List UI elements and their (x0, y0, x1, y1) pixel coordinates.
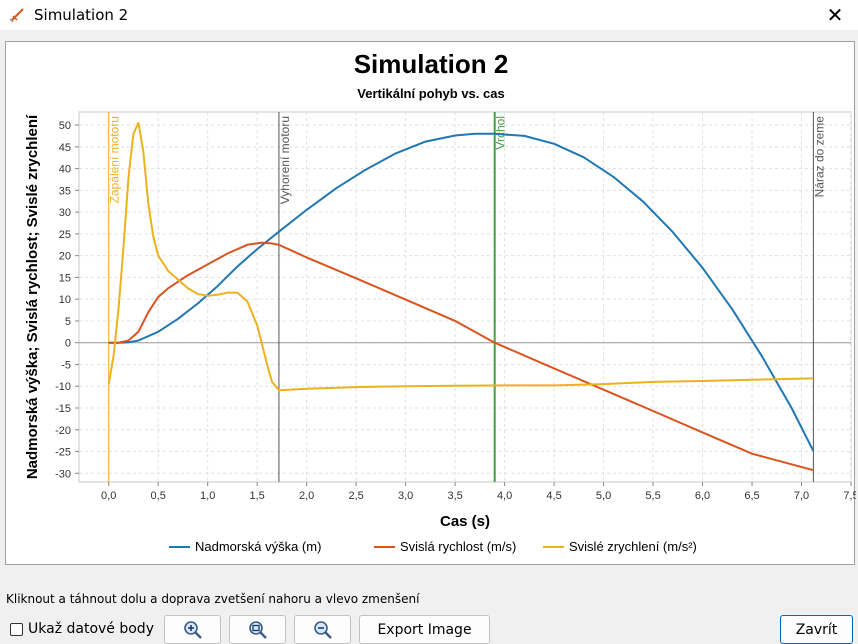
zoom-in-button[interactable] (164, 615, 221, 644)
x-tick-label: 6,0 (695, 490, 710, 502)
chart[interactable]: Simulation 2 Vertikální pohyb vs. cas 0,0 0… (6, 42, 856, 566)
x-tick-label: 2,0 (299, 490, 314, 502)
export-image-button[interactable]: Export Image (359, 615, 490, 644)
x-tick-label: 0,5 (151, 490, 166, 502)
y-tick-label: 0 (65, 338, 71, 350)
x-tick-label: 5,0 (596, 490, 611, 502)
plot-area (78, 111, 852, 483)
y-tick-label: -15 (55, 403, 71, 415)
show-points-toggle[interactable]: Ukaž datové body (10, 621, 154, 637)
y-tick-label: 40 (59, 164, 71, 176)
y-tick-label: -25 (55, 447, 71, 459)
y-axis-label: Nadmorská výška; Svislá rychlost; Svislé… (24, 114, 41, 479)
x-tick-label: 6,5 (744, 490, 759, 502)
x-tick-label: 3,5 (447, 490, 462, 502)
x-tick-label: 1,5 (250, 490, 265, 502)
annotation-label: Vyhorení motoru (278, 116, 292, 204)
annotation-label: Vrchol (494, 116, 508, 150)
y-tick-label: 25 (59, 229, 71, 241)
close-window-button[interactable]: ✕ (812, 0, 858, 30)
zoom-fit-icon (248, 620, 267, 639)
zoom-in-icon (183, 620, 202, 639)
bottom-toolbar: Ukaž datové body Export Image Zavrít (0, 612, 858, 644)
x-axis-label: Cas (s) (440, 513, 490, 530)
zoom-hint: Kliknout a táhnout dolu a doprava zvetše… (6, 592, 420, 606)
y-tick-label: 30 (59, 207, 71, 219)
zoom-out-button[interactable] (294, 615, 351, 644)
close-dialog-button[interactable]: Zavrít (780, 615, 853, 644)
chart-title: Simulation 2 (354, 49, 509, 79)
chart-subtitle: Vertikální pohyb vs. cas (357, 86, 504, 101)
y-tick-label: 35 (59, 185, 71, 197)
legend-label: Nadmorská výška (m) (195, 539, 321, 554)
y-tick-label: 15 (59, 272, 71, 284)
legend-label: Svislé zrychlení (m/s²) (569, 539, 697, 554)
x-tick-label: 7,5 (843, 490, 856, 502)
x-tick-label: 3,0 (398, 490, 413, 502)
y-tick-label: 5 (65, 316, 71, 328)
chart-panel[interactable]: Simulation 2 Vertikální pohyb vs. cas 0,0 0… (5, 41, 856, 566)
legend-label: Svislá rychlost (m/s) (400, 539, 516, 554)
zoom-fit-button[interactable] (229, 615, 286, 644)
y-tick-label: 45 (59, 142, 71, 154)
x-tick-label: 7,0 (794, 490, 809, 502)
y-tick-label: -10 (55, 381, 71, 393)
x-tick-label: 1,0 (200, 490, 215, 502)
series-line-1 (108, 132, 815, 452)
y-tick-label: -30 (55, 468, 71, 480)
x-tick-label: 0,0 (101, 490, 116, 502)
zoom-out-icon (313, 620, 332, 639)
x-tick-label: 5,5 (645, 490, 660, 502)
y-tick-label: -5 (61, 359, 71, 371)
y-tick-label: 20 (59, 251, 71, 263)
y-tick-label: -20 (55, 425, 71, 437)
rocket-icon (9, 8, 24, 23)
series-line-3 (107, 121, 814, 392)
x-tick-label: 4,0 (497, 490, 512, 502)
close-icon: ✕ (826, 3, 844, 27)
x-tick-label: 2,5 (348, 490, 363, 502)
window-title: Simulation 2 (34, 6, 129, 24)
y-tick-label: 10 (59, 294, 71, 306)
annotation-label: Zapálení motoru (108, 116, 122, 203)
series-line-2 (108, 241, 814, 472)
x-tick-label: 4,5 (546, 490, 561, 502)
y-tick-label: 50 (59, 120, 71, 132)
annotation-label: Náraz do zeme (812, 116, 826, 198)
show-points-checkbox[interactable] (10, 622, 23, 636)
show-points-label: Ukaž datové body (28, 621, 154, 637)
title-bar: Simulation 2 ✕ (0, 0, 858, 30)
